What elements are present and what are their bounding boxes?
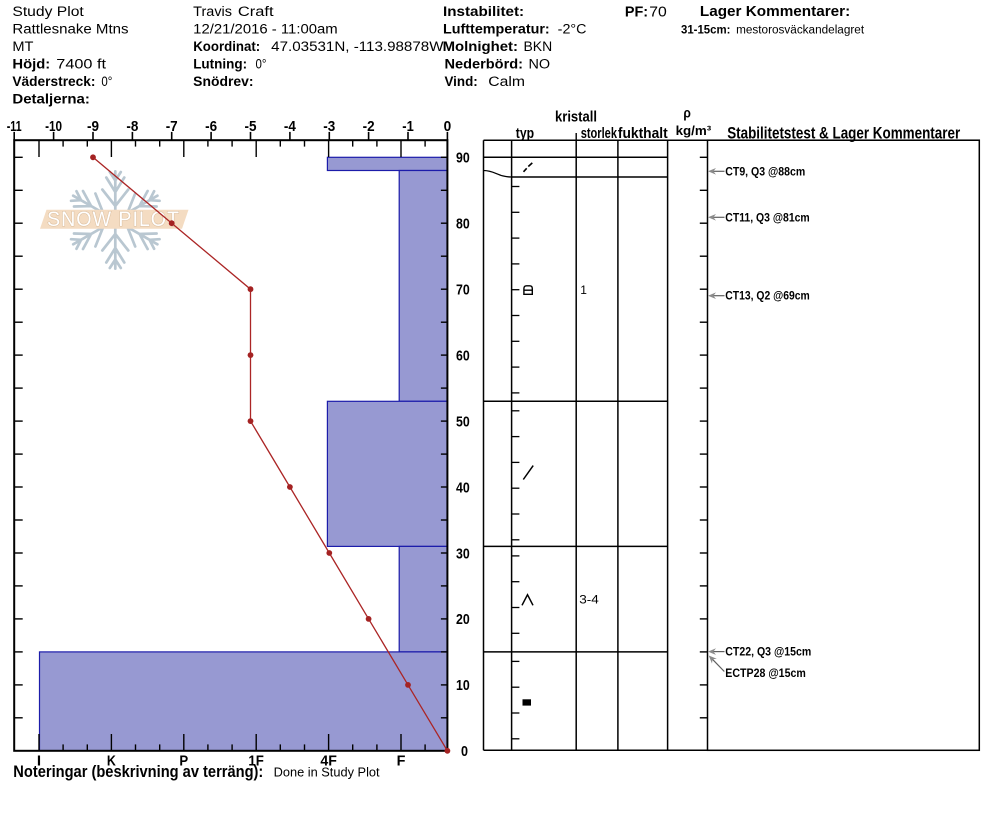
svg-text:BKN: BKN xyxy=(524,39,553,54)
svg-text:storlek: storlek xyxy=(581,126,618,142)
svg-text:kg/m³: kg/m³ xyxy=(676,123,712,138)
svg-text:F: F xyxy=(397,753,406,770)
svg-text:-2: -2 xyxy=(363,119,375,135)
svg-text:12/21/2016 - 11:00am: 12/21/2016 - 11:00am xyxy=(193,22,338,37)
svg-text:31-15cm:: 31-15cm: xyxy=(681,24,730,36)
svg-text:-8: -8 xyxy=(126,119,138,135)
svg-text:NO: NO xyxy=(529,57,551,72)
svg-text:-7: -7 xyxy=(166,119,178,135)
svg-text:-5: -5 xyxy=(245,119,257,135)
svg-text:20: 20 xyxy=(456,611,470,628)
svg-text:Detaljerna:: Detaljerna: xyxy=(12,92,89,107)
svg-text:mestorosväckandelagret: mestorosväckandelagret xyxy=(736,24,865,36)
svg-text:K: K xyxy=(107,753,116,770)
svg-text:50: 50 xyxy=(456,413,470,430)
svg-text:1: 1 xyxy=(580,283,587,297)
svg-text:Lufttemperatur:: Lufttemperatur: xyxy=(443,22,550,37)
svg-text:Craft: Craft xyxy=(238,4,274,19)
svg-text:Rattlesnake Mtns: Rattlesnake Mtns xyxy=(12,22,128,37)
svg-text:typ: typ xyxy=(516,126,534,142)
svg-text:Instabilitet:: Instabilitet: xyxy=(443,4,524,19)
svg-text:0°: 0° xyxy=(101,74,112,89)
svg-text:Noteringar (beskrivning av ter: Noteringar (beskrivning av terräng): xyxy=(13,763,263,781)
svg-text:-1: -1 xyxy=(402,119,414,135)
svg-text:-2°C: -2°C xyxy=(558,22,587,37)
svg-text:MT: MT xyxy=(12,39,33,54)
svg-text:Done in Study Plot: Done in Study Plot xyxy=(274,765,380,780)
svg-text:Koordinat:: Koordinat: xyxy=(193,39,260,54)
svg-text:Travis: Travis xyxy=(193,4,232,19)
svg-text:Lager Kommentarer:: Lager Kommentarer: xyxy=(700,4,850,20)
svg-text:Study Plot: Study Plot xyxy=(12,4,84,19)
svg-text:CT9, Q3 @88cm: CT9, Q3 @88cm xyxy=(725,164,805,178)
svg-text:60: 60 xyxy=(456,347,470,364)
svg-text:Calm: Calm xyxy=(488,74,525,89)
svg-text:4F: 4F xyxy=(320,753,337,770)
svg-text:47.03531N, -113.98878W: 47.03531N, -113.98878W xyxy=(271,39,444,54)
svg-text:0: 0 xyxy=(444,119,452,135)
svg-text:40: 40 xyxy=(456,479,470,496)
svg-text:-4: -4 xyxy=(284,119,296,135)
svg-text:CT11, Q3 @81cm: CT11, Q3 @81cm xyxy=(725,210,809,224)
svg-text:CT22, Q3 @15cm: CT22, Q3 @15cm xyxy=(725,645,811,659)
svg-text:30: 30 xyxy=(456,545,470,562)
svg-text:-9: -9 xyxy=(87,119,99,135)
svg-text:Stabilitetstest & Lager Kommen: Stabilitetstest & Lager Kommentarer xyxy=(727,124,960,142)
svg-text:70: 70 xyxy=(649,4,667,21)
svg-text:P: P xyxy=(179,753,188,770)
svg-text:90: 90 xyxy=(456,150,470,167)
svg-text:3-4: 3-4 xyxy=(579,593,599,607)
svg-text:Snödrev:: Snödrev: xyxy=(193,74,253,89)
svg-text:Lutning:: Lutning: xyxy=(193,57,247,72)
svg-text:-6: -6 xyxy=(205,119,217,135)
svg-text:ECTP28 @15cm: ECTP28 @15cm xyxy=(725,666,806,680)
svg-text:PF:: PF: xyxy=(625,4,648,21)
svg-text:Väderstreck:: Väderstreck: xyxy=(12,74,95,89)
svg-text:80: 80 xyxy=(456,216,470,233)
svg-text:ρ: ρ xyxy=(683,105,691,120)
svg-text:70: 70 xyxy=(456,282,470,299)
svg-text:-3: -3 xyxy=(323,119,335,135)
svg-text:CT13, Q2 @69cm: CT13, Q2 @69cm xyxy=(725,289,809,303)
svg-text:Molnighet:: Molnighet: xyxy=(443,39,518,54)
svg-text:Nederbörd:: Nederbörd: xyxy=(445,57,524,72)
svg-text:I: I xyxy=(37,753,41,770)
svg-text:-10: -10 xyxy=(45,119,62,135)
svg-text:-11: -11 xyxy=(7,119,22,135)
svg-text:Höjd:: Höjd: xyxy=(12,57,50,72)
svg-text:0°: 0° xyxy=(256,57,267,72)
svg-text:1F: 1F xyxy=(248,753,264,770)
svg-text:Vind:: Vind: xyxy=(445,74,478,89)
svg-text:fukthalt: fukthalt xyxy=(618,126,668,142)
svg-text:0: 0 xyxy=(461,743,468,760)
svg-text:7400 ft: 7400 ft xyxy=(56,57,106,72)
svg-text:SNOW PILOT: SNOW PILOT xyxy=(47,208,180,231)
svg-text:kristall: kristall xyxy=(555,109,597,125)
svg-text:10: 10 xyxy=(456,677,470,694)
